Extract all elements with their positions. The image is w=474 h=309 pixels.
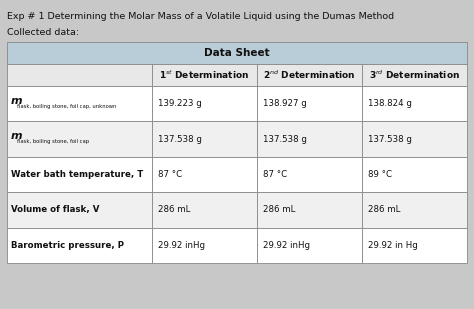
Text: 286 mL: 286 mL <box>263 205 295 214</box>
Bar <box>257 86 362 121</box>
Text: 137.538 g: 137.538 g <box>368 135 411 144</box>
Text: flask, boiling stone, foil cap, unknown: flask, boiling stone, foil cap, unknown <box>17 104 117 109</box>
Bar <box>7 86 152 121</box>
Text: 29.92 inHg: 29.92 inHg <box>158 241 205 250</box>
Text: 29.92 inHg: 29.92 inHg <box>263 241 310 250</box>
Text: 2$^{nd}$ Determination: 2$^{nd}$ Determination <box>263 69 356 81</box>
Text: 29.92 in Hg: 29.92 in Hg <box>368 241 418 250</box>
Bar <box>152 228 257 263</box>
Text: 1$^{st}$ Determination: 1$^{st}$ Determination <box>159 69 249 81</box>
Text: Volume of flask, V: Volume of flask, V <box>11 205 100 214</box>
Bar <box>362 64 467 86</box>
Bar <box>7 42 467 64</box>
Text: 87 °C: 87 °C <box>158 170 182 179</box>
Text: 138.927 g: 138.927 g <box>263 99 307 108</box>
Text: 286 mL: 286 mL <box>368 205 400 214</box>
Bar <box>152 157 257 192</box>
Text: 286 mL: 286 mL <box>158 205 190 214</box>
Text: 137.538 g: 137.538 g <box>158 135 202 144</box>
Text: 138.824 g: 138.824 g <box>368 99 411 108</box>
Bar <box>257 192 362 228</box>
Bar <box>257 157 362 192</box>
Bar <box>7 228 152 263</box>
Bar <box>7 192 152 228</box>
Text: 89 °C: 89 °C <box>368 170 392 179</box>
Bar <box>152 121 257 157</box>
Text: 139.223 g: 139.223 g <box>158 99 201 108</box>
Bar <box>362 86 467 121</box>
Bar <box>152 64 257 86</box>
Bar <box>7 64 152 86</box>
Bar <box>362 228 467 263</box>
Text: Water bath temperature, T: Water bath temperature, T <box>11 170 143 179</box>
Bar <box>257 64 362 86</box>
Text: 87 °C: 87 °C <box>263 170 287 179</box>
Text: Collected data:: Collected data: <box>7 28 79 37</box>
Bar <box>362 121 467 157</box>
Text: Barometric pressure, P: Barometric pressure, P <box>11 241 124 250</box>
Bar <box>362 192 467 228</box>
Text: Data Sheet: Data Sheet <box>204 48 270 58</box>
Text: m: m <box>11 96 23 106</box>
Text: flask, boiling stone, foil cap: flask, boiling stone, foil cap <box>17 139 89 144</box>
Bar <box>362 157 467 192</box>
Bar <box>7 121 152 157</box>
Text: Exp # 1 Determining the Molar Mass of a Volatile Liquid using the Dumas Method: Exp # 1 Determining the Molar Mass of a … <box>7 12 394 21</box>
Bar <box>7 157 152 192</box>
Text: m: m <box>11 131 23 141</box>
Bar <box>257 228 362 263</box>
Bar <box>257 121 362 157</box>
Text: 137.538 g: 137.538 g <box>263 135 307 144</box>
Bar <box>152 192 257 228</box>
Text: 3$^{rd}$ Determination: 3$^{rd}$ Determination <box>369 69 460 81</box>
Bar <box>152 86 257 121</box>
